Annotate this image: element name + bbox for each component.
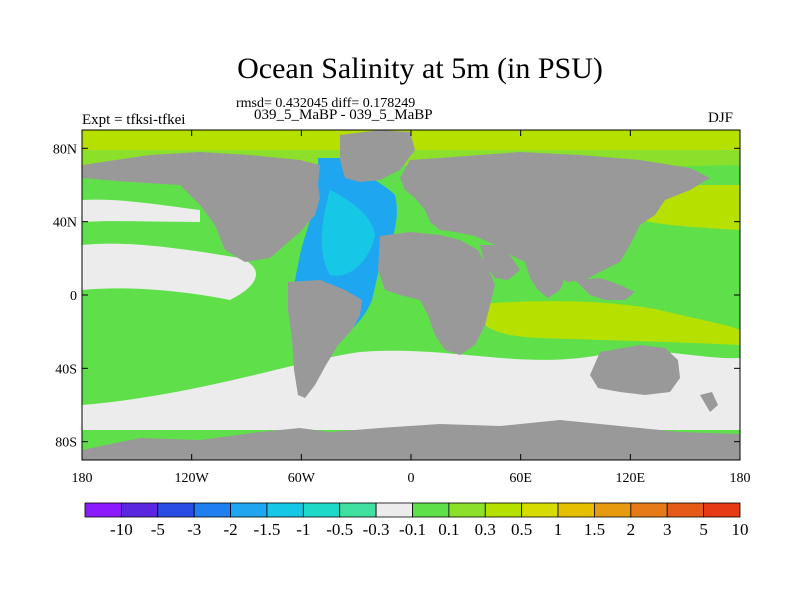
lat-tick-label: 40S: [55, 362, 77, 377]
lon-tick-label: 0: [408, 471, 415, 486]
colorbar-label: 10: [732, 520, 749, 539]
colorbar-label: -0.5: [326, 520, 353, 539]
colorbar-swatch: [230, 502, 268, 518]
colorbar-label: 2: [627, 520, 636, 539]
lon-tick-label: 120W: [175, 471, 210, 486]
south-america: [288, 280, 362, 398]
colorbar-label: -2: [223, 520, 237, 539]
antarctica: [82, 420, 740, 460]
pacific-neutral-tongue: [82, 243, 257, 300]
colorbar-swatch: [594, 502, 632, 518]
australia: [590, 345, 680, 395]
colorbar-swatch: [630, 502, 668, 518]
colorbar-label: 5: [699, 520, 708, 539]
colorbar-label: -1: [296, 520, 310, 539]
stats-line: rmsd= 0.432045 diff= 0.178249: [236, 96, 416, 111]
chart-title: Ocean Salinity at 5m (in PSU): [237, 52, 603, 85]
colorbar-label: 1.5: [584, 520, 605, 539]
lat-tick-label: 40N: [53, 216, 77, 231]
colorbar-label: 0.3: [475, 520, 496, 539]
south-neutral-band: [82, 350, 740, 430]
colorbar-swatch: [339, 502, 377, 518]
eurasia: [400, 152, 710, 282]
colorbar-swatch: [266, 502, 304, 518]
colorbar-swatch: [557, 502, 595, 518]
lon-tick-label: 120E: [616, 471, 646, 486]
colorbar-swatch: [157, 502, 195, 518]
colorbar-swatch: [448, 502, 486, 518]
greenland: [340, 130, 415, 182]
colorbar-label: -3: [187, 520, 201, 539]
colorbar: -10 -5 -3 -2 -1.5 -1 -0.5 -0.3 -0.1 0.1 0.3 0.5 1 1.5…: [84, 502, 749, 539]
colorbar-swatch: [120, 502, 159, 518]
africa: [378, 232, 495, 355]
season-label: DJF: [708, 110, 734, 126]
lon-tick-label: 60E: [509, 471, 532, 486]
colorbar-swatch: [84, 502, 122, 518]
latitude-axis: 80N 40N 0 40S 80S: [53, 142, 740, 451]
colorbar-swatch: [521, 502, 559, 518]
colorbar-label: -1.5: [253, 520, 280, 539]
arabia: [480, 245, 520, 280]
southeast-asia: [575, 278, 635, 300]
colorbar-swatch: [375, 502, 413, 518]
colorbar-label: -10: [110, 520, 133, 539]
expt-label: Expt = tfksi-tfkei: [82, 112, 186, 128]
atlantic-fresh-core: [321, 190, 375, 276]
colorbar-swatch: [703, 502, 741, 518]
runs-line: 039_5_MaBP - 039_5_MaBP: [254, 107, 433, 123]
colorbar-label: 3: [663, 520, 672, 539]
colorbar-label: 1: [554, 520, 563, 539]
colorbar-swatch: [484, 502, 523, 518]
lon-tick-label: 180: [72, 471, 93, 486]
colorbar-label: -5: [151, 520, 165, 539]
land: [82, 130, 740, 460]
colorbar-swatch: [412, 502, 450, 518]
new-zealand: [700, 392, 718, 412]
colorbar-label: -0.1: [399, 520, 426, 539]
colorbar-swatch: [302, 502, 341, 518]
colorbar-label: 0.5: [511, 520, 532, 539]
lon-tick-label: 60W: [288, 471, 316, 486]
pacific-neutral-north: [82, 199, 200, 222]
lon-tick-label: 180: [730, 471, 751, 486]
indian-positive: [470, 301, 740, 345]
colorbar-swatch: [666, 502, 705, 518]
longitude-axis: 180 120W 60W 0 60E 120E 180: [72, 130, 751, 486]
india: [525, 262, 565, 298]
lat-tick-label: 80N: [53, 142, 77, 157]
colorbar-label: 0.1: [438, 520, 459, 539]
colorbar-label: -0.3: [363, 520, 390, 539]
lat-tick-label: 80S: [55, 436, 77, 451]
lat-tick-label: 0: [70, 289, 77, 304]
colorbar-swatch: [193, 502, 231, 518]
north-america: [82, 152, 320, 262]
